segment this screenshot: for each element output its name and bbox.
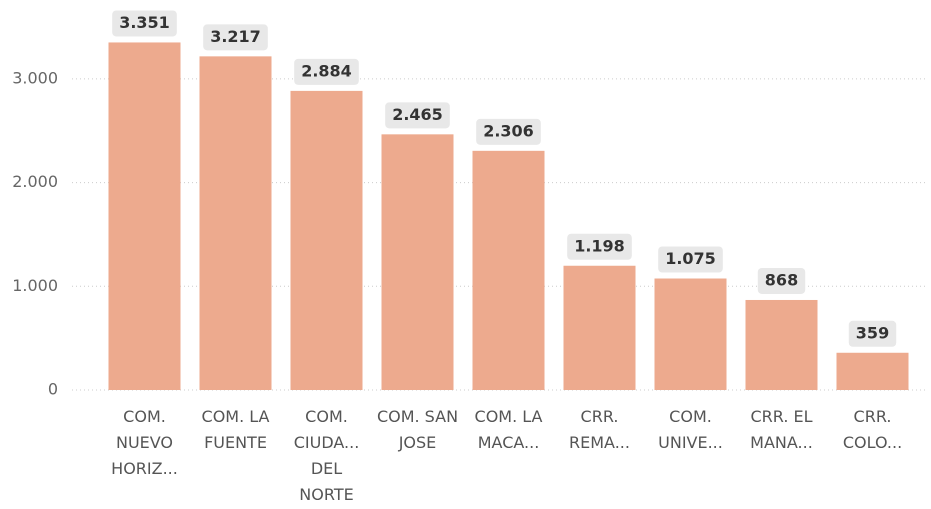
data-label: 3.217 [210,27,261,46]
data-label-box [757,267,806,294]
bar [563,265,636,390]
bar [108,42,181,390]
data-label-box [658,246,723,273]
data-label: 2.306 [483,121,534,140]
x-tick-label: COM. SAN JOSE [376,407,459,452]
data-label-box [848,320,897,347]
y-tick-label: 2.000 [12,172,58,191]
data-label: 359 [856,323,889,342]
x-tick-label: CRR. REMA... [569,407,630,452]
x-tick-label: COM. LA FUENTE [201,407,270,452]
bar [199,56,272,391]
data-label: 3.351 [119,13,170,32]
x-tick-label: COM. LA MACA... [474,407,543,452]
y-tick-label: 1.000 [12,276,58,295]
x-tick-label: CRR. EL MANA... [750,407,813,452]
bar [654,278,727,390]
data-label-box [112,10,177,37]
bar [381,134,454,390]
x-tick-label: CRR. COLO... [842,407,903,452]
data-label: 1.075 [665,249,716,268]
bar [290,90,363,390]
data-label: 2.465 [392,105,443,124]
x-tick-label: COM. UNIVE... [658,407,723,452]
data-label-box [476,118,541,145]
data-label-box [294,58,359,85]
x-tick-label: COM. NUEVO HORIZ... [111,407,178,478]
data-label: 868 [765,270,798,289]
data-label-box [567,233,632,260]
y-tick-label: 3.000 [12,68,58,87]
bar [472,150,545,390]
bar [745,299,818,390]
x-tick-label: COM. CIUDA... DEL NORTE [293,407,360,504]
y-tick-label: 0 [48,380,58,399]
bar [836,352,909,390]
data-label: 2.884 [301,61,352,80]
data-label: 1.198 [574,236,625,255]
data-label-box [203,24,268,51]
data-label-box [385,102,450,129]
